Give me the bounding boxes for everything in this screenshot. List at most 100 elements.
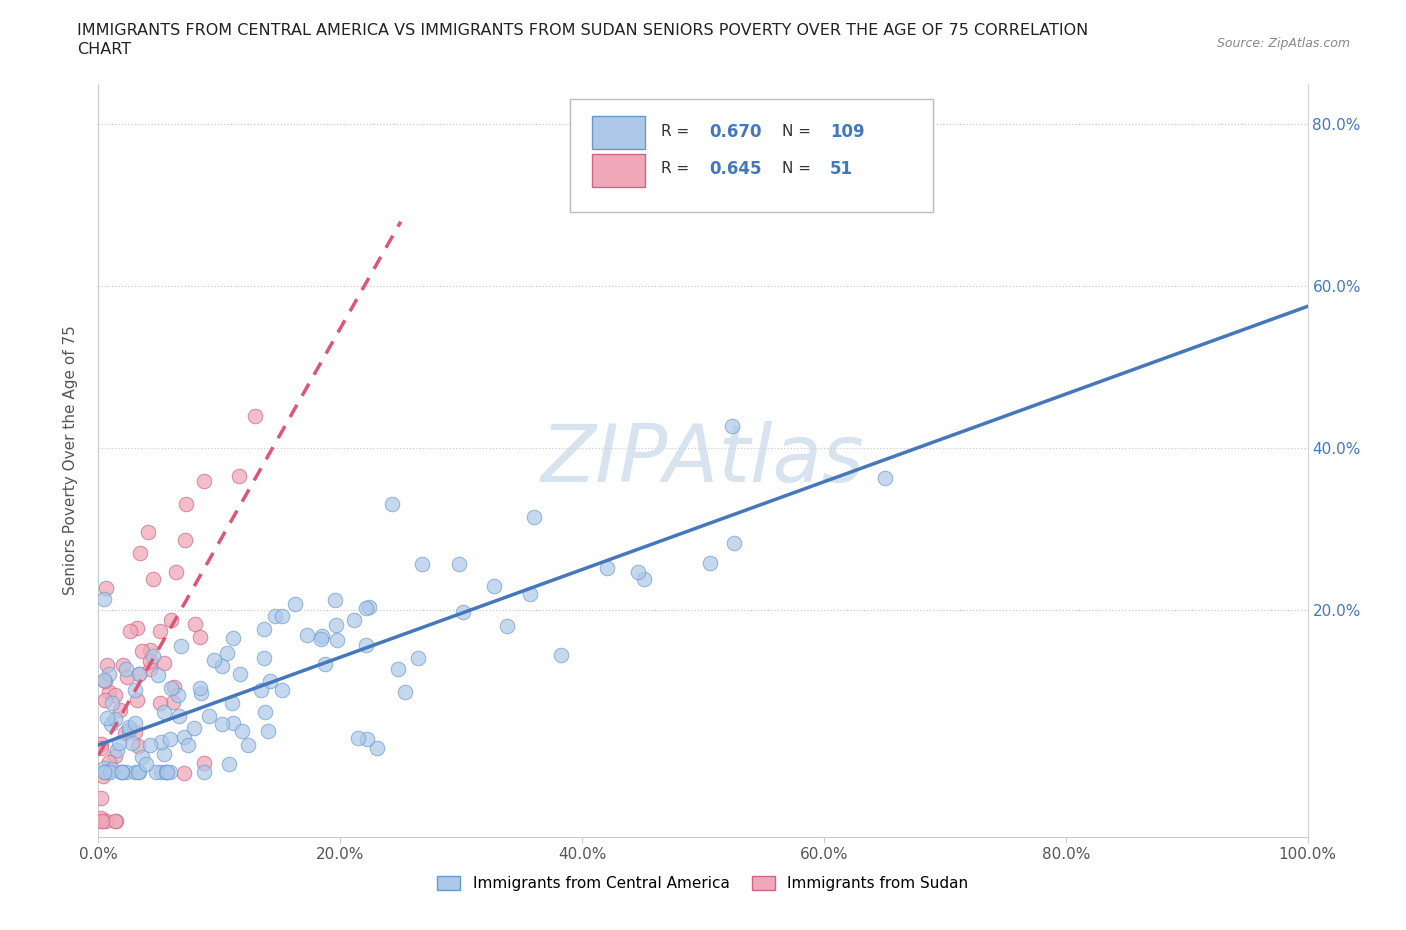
Point xyxy=(253,622,276,637)
Point xyxy=(131,644,153,658)
Text: N =: N = xyxy=(782,125,815,140)
Point xyxy=(211,659,233,674)
Point xyxy=(139,661,162,676)
Point xyxy=(190,685,212,700)
Legend: Immigrants from Central America, Immigrants from Sudan: Immigrants from Central America, Immigra… xyxy=(432,870,974,897)
Point xyxy=(222,715,245,730)
Point xyxy=(149,735,172,750)
Point xyxy=(156,764,179,779)
Point xyxy=(357,599,380,614)
Point xyxy=(633,572,655,587)
Point xyxy=(98,764,121,779)
Point xyxy=(93,764,115,779)
Point xyxy=(138,643,160,658)
Point xyxy=(148,668,170,683)
Point xyxy=(118,720,141,735)
Point xyxy=(167,687,190,702)
Point xyxy=(96,711,118,725)
Point xyxy=(314,657,336,671)
Point xyxy=(162,695,184,710)
Point xyxy=(153,747,176,762)
Point xyxy=(323,592,346,607)
Point xyxy=(120,624,142,639)
Point xyxy=(118,723,141,737)
Point xyxy=(221,695,243,710)
Point xyxy=(159,731,181,746)
Point xyxy=(326,632,349,647)
Point xyxy=(257,724,280,738)
Point xyxy=(173,765,195,780)
Point xyxy=(153,656,176,671)
Text: R =: R = xyxy=(661,161,693,177)
Point xyxy=(873,471,896,485)
Point xyxy=(142,572,165,587)
Point xyxy=(104,814,127,829)
Point xyxy=(484,578,506,593)
Point xyxy=(228,469,250,484)
Point xyxy=(101,696,124,711)
Point xyxy=(101,762,124,777)
Point xyxy=(176,737,198,752)
Text: R =: R = xyxy=(661,125,693,140)
Point xyxy=(193,764,215,779)
Point xyxy=(271,609,294,624)
Point xyxy=(325,618,347,632)
Point xyxy=(721,418,744,433)
FancyBboxPatch shape xyxy=(569,99,932,212)
Point xyxy=(183,721,205,736)
Point xyxy=(104,814,127,829)
Point xyxy=(96,581,118,596)
Point xyxy=(94,673,117,688)
Point xyxy=(127,738,149,753)
Point xyxy=(128,666,150,681)
Point xyxy=(96,658,118,673)
Point xyxy=(139,737,162,752)
Point xyxy=(627,565,650,579)
Point xyxy=(411,557,433,572)
Text: IMMIGRANTS FROM CENTRAL AMERICA VS IMMIGRANTS FROM SUDAN SENIORS POVERTY OVER TH: IMMIGRANTS FROM CENTRAL AMERICA VS IMMIG… xyxy=(77,23,1088,38)
Point xyxy=(155,764,177,779)
Point xyxy=(115,670,138,684)
Point xyxy=(142,649,165,664)
Point xyxy=(596,561,619,576)
Point xyxy=(366,740,388,755)
Point xyxy=(124,715,146,730)
Y-axis label: Seniors Poverty Over the Age of 75: Seniors Poverty Over the Age of 75 xyxy=(63,326,77,595)
Point xyxy=(150,764,173,779)
Point xyxy=(124,764,146,779)
Point xyxy=(149,623,172,638)
Point xyxy=(160,612,183,627)
Point xyxy=(111,658,134,672)
Point xyxy=(354,637,377,652)
Point xyxy=(449,556,471,571)
Point xyxy=(723,536,745,551)
Point xyxy=(165,565,187,579)
Point xyxy=(211,717,233,732)
Point xyxy=(519,587,541,602)
Point xyxy=(128,546,150,561)
Point xyxy=(173,533,195,548)
Point xyxy=(176,497,198,512)
Point xyxy=(173,729,195,744)
Point xyxy=(250,683,273,698)
Point xyxy=(217,645,239,660)
Text: 0.645: 0.645 xyxy=(709,160,762,178)
Point xyxy=(90,814,112,829)
Point xyxy=(98,754,121,769)
Point xyxy=(128,667,150,682)
Point xyxy=(114,725,136,740)
Point xyxy=(115,661,138,676)
Point xyxy=(309,631,332,646)
Point xyxy=(381,497,404,512)
FancyBboxPatch shape xyxy=(592,116,645,149)
Point xyxy=(90,814,112,829)
Point xyxy=(387,662,409,677)
Point xyxy=(110,764,132,779)
Point xyxy=(159,764,181,779)
Point xyxy=(104,748,127,763)
Point xyxy=(496,618,519,633)
Point xyxy=(139,654,162,669)
Point xyxy=(124,724,146,739)
Point xyxy=(90,741,112,756)
Point xyxy=(127,764,149,779)
